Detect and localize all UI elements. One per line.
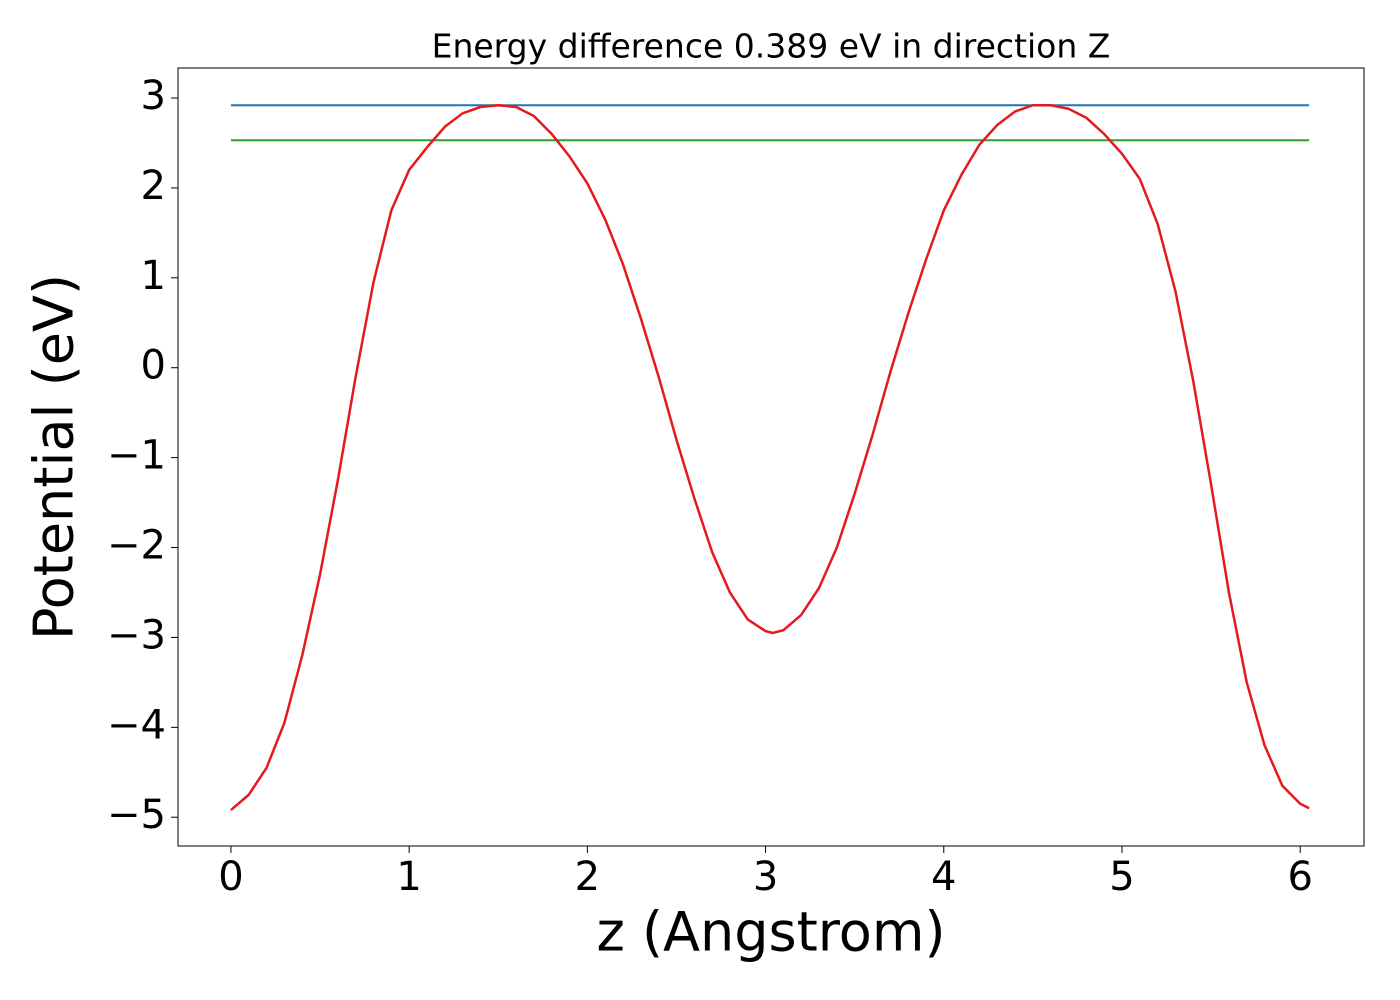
y-tick-label: −4: [107, 702, 166, 748]
y-tick-label: 0: [141, 343, 166, 389]
line: [230, 103, 1310, 811]
x-tick-label: 0: [218, 854, 243, 900]
chart-title: Energy difference 0.389 eV in direction …: [432, 27, 1111, 66]
x-tick-label: 6: [1287, 854, 1312, 900]
x-tick-label: 1: [396, 854, 421, 900]
y-tick-label: 1: [141, 253, 166, 299]
plot-frame: [177, 67, 1365, 847]
y-tick-label: 2: [141, 163, 166, 209]
y-axis-label: Potential (eV): [23, 274, 86, 640]
y-tick-label: −2: [107, 523, 166, 569]
y-tick-label: −1: [107, 433, 166, 479]
x-tick-label: 5: [1109, 854, 1134, 900]
x-axis-label: z (Angstrom): [596, 901, 945, 964]
y-tick-label: −3: [107, 612, 166, 658]
y-tick-label: −5: [107, 792, 166, 838]
y-tick-label: 3: [141, 73, 166, 119]
x-tick-label: 2: [575, 854, 600, 900]
x-tick-label: 4: [931, 854, 956, 900]
x-tick-label: 3: [753, 854, 778, 900]
